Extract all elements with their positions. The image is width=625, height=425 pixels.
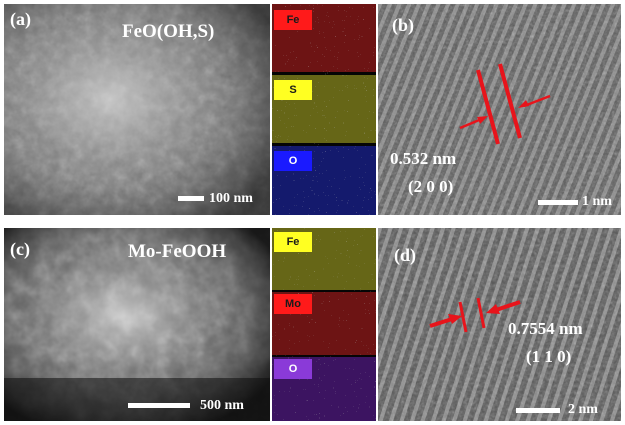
panel-label-c: (c)	[10, 239, 30, 259]
d-spacing-label-b: 0.532 nm	[390, 149, 457, 168]
sem-image-feo-oh-s: (a) FeO(OH,S) 100 nm	[4, 4, 270, 215]
eds-tag-o-bottom: O	[274, 359, 312, 379]
scale-label-c: 500 nm	[200, 398, 244, 413]
eds-tag-fe-top: Fe	[274, 10, 312, 30]
eds-tag-o-top: O	[274, 151, 312, 171]
eds-tag-s-top: S	[274, 80, 312, 100]
eds-noise-top	[272, 4, 376, 215]
fringe-marker-d	[429, 297, 521, 333]
eds-maps-top: Fe S O	[272, 4, 376, 215]
lattice-fringes-b	[378, 4, 621, 215]
fringe-marker-b	[459, 63, 551, 145]
scale-bar-a	[178, 196, 204, 201]
panel-label-d: (d)	[394, 245, 416, 265]
eds-noise-bottom	[272, 228, 376, 421]
panel-title-a: FeO(OH,S)	[122, 21, 215, 42]
eds-tag-mo-bottom: Mo	[274, 294, 312, 314]
scale-label-a: 100 nm	[209, 191, 253, 206]
sem-flakes-texture	[4, 4, 270, 215]
plane-label-d: (1 1 0)	[526, 347, 572, 366]
eds-tag-fe-bottom: Fe	[274, 232, 312, 252]
d-spacing-label-d: 0.7554 nm	[508, 319, 583, 338]
hrtem-image-d: (d) 0.7554 nm (1 1 0) 2 nm	[378, 228, 621, 421]
panel-label-a: (a)	[10, 9, 31, 29]
hrtem-image-b: (b) 0.532 nm (2 0 0) 1 nm	[378, 4, 621, 215]
plane-label-b: (2 0 0)	[408, 177, 454, 196]
scale-bar-c	[128, 403, 190, 408]
sem-image-mo-feooh: (c) Mo-FeOOH 500 nm	[4, 228, 270, 421]
scale-label-b: 1 nm	[582, 194, 612, 209]
eds-maps-bottom: Fe Mo O	[272, 228, 376, 421]
scale-bar-b	[538, 200, 578, 205]
scale-bar-d	[516, 408, 560, 413]
lattice-fringes-d	[378, 228, 621, 421]
sem-particles-texture	[4, 228, 270, 421]
panel-label-b: (b)	[392, 15, 414, 35]
panel-title-c: Mo-FeOOH	[128, 241, 227, 262]
scale-label-d: 2 nm	[568, 402, 598, 417]
